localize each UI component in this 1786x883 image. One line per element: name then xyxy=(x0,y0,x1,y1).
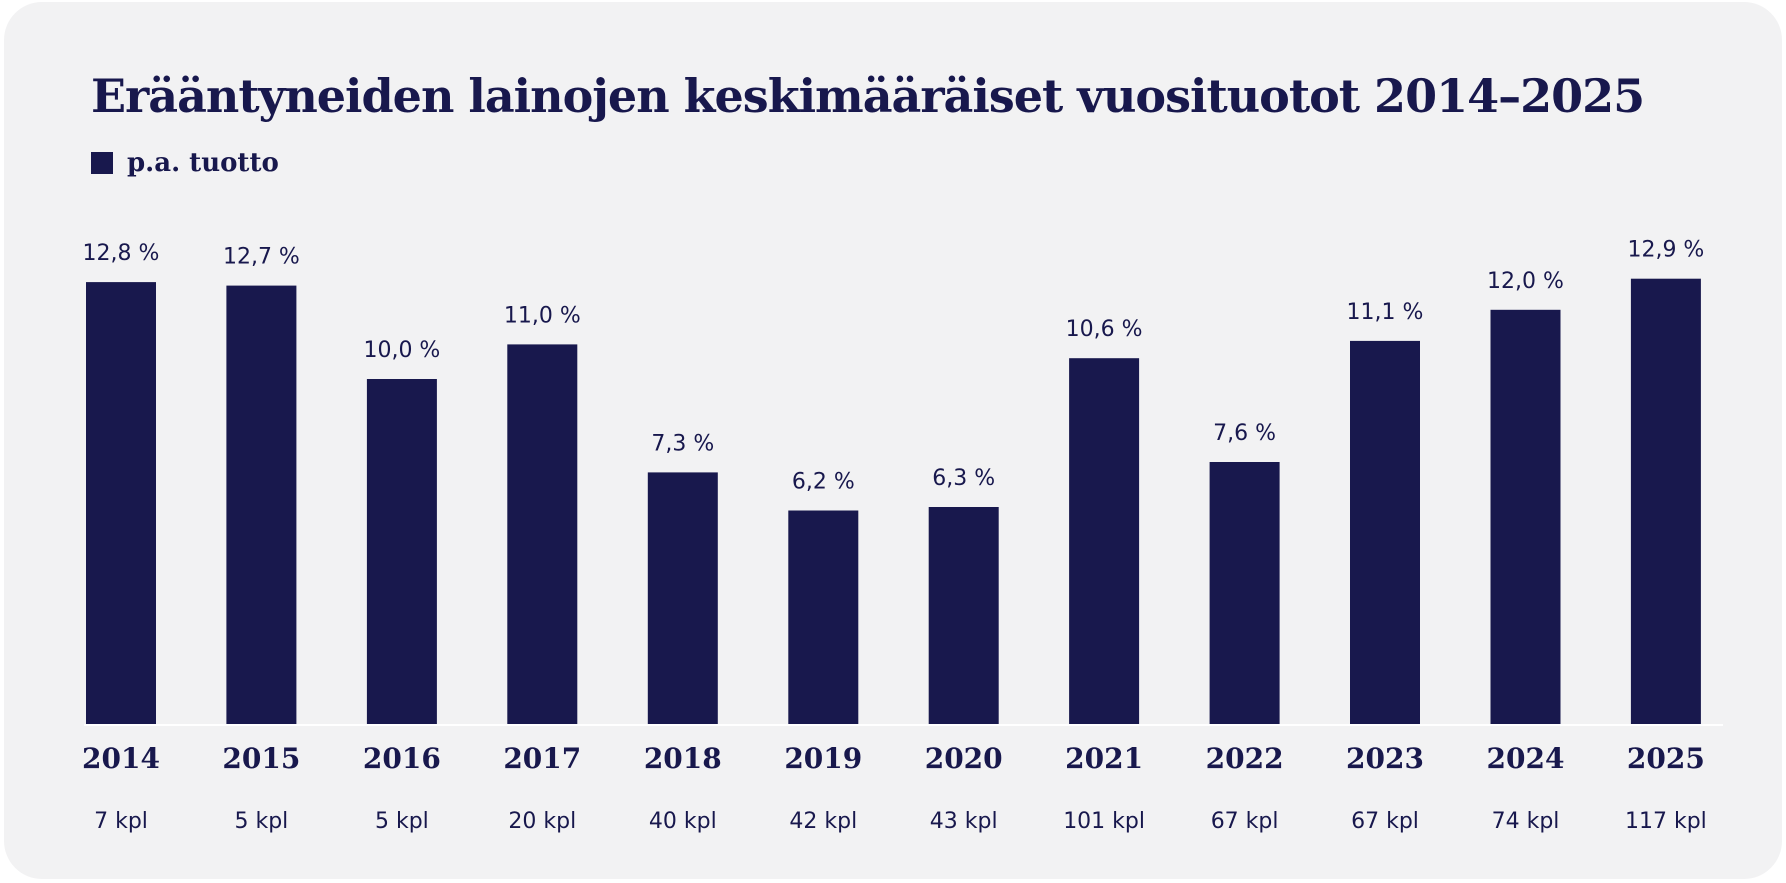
year-label-2017: 2017 xyxy=(503,742,581,775)
count-label-2024: 74 kpl xyxy=(1492,809,1560,834)
value-label-2025: 12,9 % xyxy=(1627,238,1704,263)
legend-label: p.a. tuotto xyxy=(127,148,279,178)
bar-2024 xyxy=(1490,309,1561,725)
value-label-2024: 12,0 % xyxy=(1487,269,1564,294)
value-label-2018: 7,3 % xyxy=(651,431,714,456)
year-label-2018: 2018 xyxy=(644,742,722,775)
value-label-2019: 6,2 % xyxy=(792,470,855,495)
year-label-2014: 2014 xyxy=(82,742,160,775)
count-label-2025: 117 kpl xyxy=(1625,809,1707,834)
bar-2021 xyxy=(1069,358,1140,725)
chart-card: Erääntyneiden lainojen keskimääräiset vu… xyxy=(4,2,1782,879)
bar-2016 xyxy=(366,379,437,725)
legend-swatch xyxy=(91,152,113,174)
value-label-2015: 12,7 % xyxy=(223,245,300,270)
chart-title: Erääntyneiden lainojen keskimääräiset vu… xyxy=(91,69,1645,123)
value-label-2014: 12,8 % xyxy=(83,241,160,266)
value-label-2020: 6,3 % xyxy=(932,466,995,491)
count-label-2016: 5 kpl xyxy=(375,809,429,834)
year-label-2021: 2021 xyxy=(1065,742,1143,775)
count-label-2021: 101 kpl xyxy=(1063,809,1145,834)
value-label-2017: 11,0 % xyxy=(504,303,581,328)
count-label-2019: 42 kpl xyxy=(789,809,857,834)
bar-2025 xyxy=(1630,278,1701,725)
value-label-2021: 10,6 % xyxy=(1066,317,1143,342)
count-label-2020: 43 kpl xyxy=(930,809,998,834)
bar-2022 xyxy=(1209,462,1280,725)
count-label-2018: 40 kpl xyxy=(649,809,717,834)
year-label-2020: 2020 xyxy=(925,742,1003,775)
count-label-2014: 7 kpl xyxy=(94,809,148,834)
value-label-2022: 7,6 % xyxy=(1213,421,1276,446)
year-label-2019: 2019 xyxy=(784,742,862,775)
count-label-2023: 67 kpl xyxy=(1351,809,1419,834)
bar-2023 xyxy=(1350,340,1420,725)
bar-2020 xyxy=(928,507,999,725)
count-label-2022: 67 kpl xyxy=(1211,809,1279,834)
year-label-2022: 2022 xyxy=(1206,742,1284,775)
year-label-2015: 2015 xyxy=(222,742,300,775)
year-label-2024: 2024 xyxy=(1487,742,1565,775)
legend: p.a. tuotto xyxy=(91,148,279,178)
bar-2014 xyxy=(86,282,156,725)
value-label-2023: 11,1 % xyxy=(1347,300,1424,325)
count-label-2015: 5 kpl xyxy=(234,809,288,834)
year-label-2025: 2025 xyxy=(1627,742,1705,775)
count-label-2017: 20 kpl xyxy=(508,809,576,834)
value-label-2016: 10,0 % xyxy=(363,338,440,363)
bar-2017 xyxy=(507,344,578,725)
bar-2019 xyxy=(788,510,859,725)
bar-2015 xyxy=(226,285,297,725)
bar-2018 xyxy=(647,472,718,725)
year-label-2016: 2016 xyxy=(363,742,441,775)
year-label-2023: 2023 xyxy=(1346,742,1424,775)
